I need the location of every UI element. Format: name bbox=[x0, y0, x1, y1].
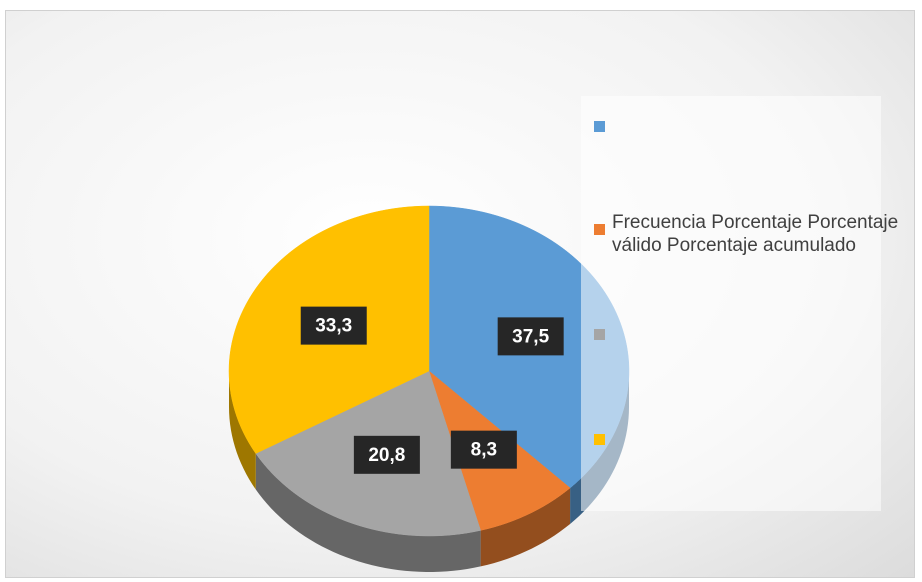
legend-swatch bbox=[594, 434, 605, 445]
data-label: 20,8 bbox=[368, 445, 405, 466]
data-label: 37,5 bbox=[512, 326, 549, 347]
data-label: 8,3 bbox=[471, 440, 497, 461]
chart: 37,5 8,3 20,8 33,3 bbox=[228, 205, 630, 572]
chart-area: 37,5 8,3 20,8 33,3 Frecuencia Porcentaje Po… bbox=[5, 10, 915, 578]
data-label-box bbox=[450, 430, 517, 469]
data-label: 33,3 bbox=[315, 316, 352, 337]
data-label-box bbox=[353, 435, 420, 474]
data-label-box bbox=[300, 306, 367, 345]
legend-swatch bbox=[594, 329, 605, 340]
pie-side bbox=[480, 487, 571, 567]
pie-side bbox=[229, 371, 256, 490]
legend: Frecuencia Porcentaje Porcentaje válido … bbox=[581, 96, 898, 511]
legend-label: Frecuencia Porcentaje Porcentaje válido … bbox=[612, 212, 899, 256]
pie-side bbox=[255, 453, 481, 572]
data-label-box bbox=[497, 317, 564, 356]
legend-swatch bbox=[594, 121, 605, 132]
legend-swatch bbox=[594, 224, 605, 235]
